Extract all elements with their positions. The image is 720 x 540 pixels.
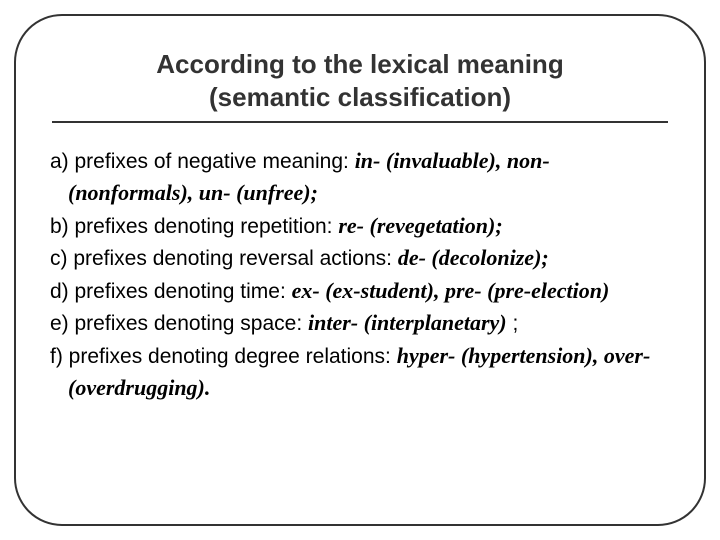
item-b-example: re- (revegetation); xyxy=(338,213,502,238)
title-underline xyxy=(52,121,668,123)
item-e: e) prefixes denoting space: inter- (inte… xyxy=(50,307,670,339)
title-line-2: (semantic classification) xyxy=(50,81,670,114)
item-a-lead: a) prefixes of negative meaning: xyxy=(50,150,355,173)
item-a: a) prefixes of negative meaning: in- (in… xyxy=(50,145,670,210)
content-body: a) prefixes of negative meaning: in- (in… xyxy=(50,145,670,405)
item-c: c) prefixes denoting reversal actions: d… xyxy=(50,242,670,274)
item-f-lead: f) prefixes denoting degree relations: xyxy=(50,345,397,368)
item-b-lead: b) prefixes denoting repetition: xyxy=(50,215,338,238)
item-d-example: ex- (ex-student), pre- (pre-election) xyxy=(292,278,610,303)
item-e-example: inter- (interplanetary) xyxy=(308,310,507,335)
item-d-lead: d) prefixes denoting time: xyxy=(50,280,292,303)
item-e-trail: ; xyxy=(507,312,519,335)
title-block: According to the lexical meaning (semant… xyxy=(50,48,670,113)
title-line-1: According to the lexical meaning xyxy=(50,48,670,81)
item-f: f) prefixes denoting degree relations: h… xyxy=(50,340,670,405)
slide-frame: According to the lexical meaning (semant… xyxy=(14,14,706,526)
item-b: b) prefixes denoting repetition: re- (re… xyxy=(50,210,670,242)
item-c-example: de- (decolonize); xyxy=(398,245,549,270)
item-d: d) prefixes denoting time: ex- (ex-stude… xyxy=(50,275,670,307)
item-e-lead: e) prefixes denoting space: xyxy=(50,312,308,335)
item-c-lead: c) prefixes denoting reversal actions: xyxy=(50,247,398,270)
